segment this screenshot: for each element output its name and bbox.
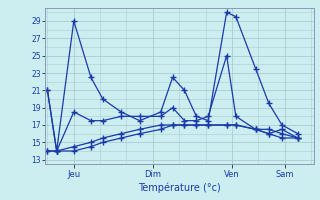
X-axis label: Température (°c): Température (°c) — [138, 183, 220, 193]
